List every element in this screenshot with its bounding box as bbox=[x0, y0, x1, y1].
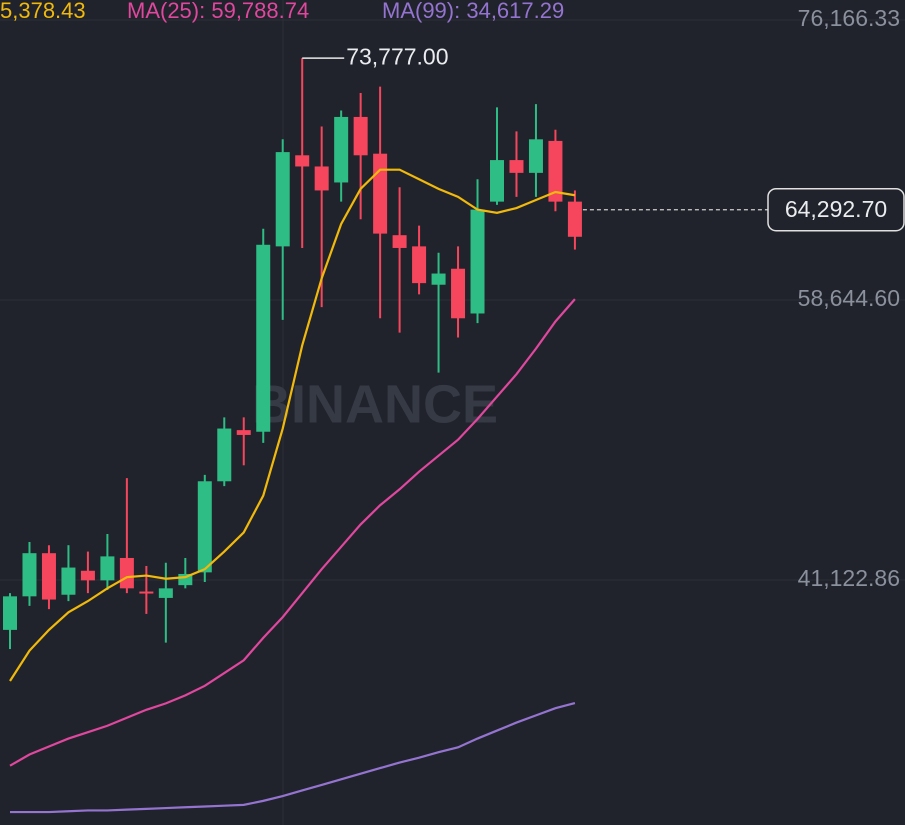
candle-body bbox=[548, 140, 563, 202]
candle-body bbox=[217, 428, 232, 482]
max-label: 73,777.00 bbox=[346, 43, 448, 69]
candle-body bbox=[22, 553, 37, 597]
candle-body bbox=[490, 160, 504, 202]
candle-body bbox=[373, 153, 388, 234]
ma-line bbox=[9, 298, 576, 767]
candle-body bbox=[256, 244, 271, 432]
candle-body bbox=[314, 166, 329, 191]
legend-entry: 5,378.43 bbox=[0, 0, 86, 23]
candle-body bbox=[3, 596, 17, 630]
candle-body bbox=[178, 573, 193, 586]
candle-body bbox=[334, 116, 349, 183]
candle-body bbox=[158, 588, 173, 598]
candle-body bbox=[61, 567, 76, 595]
candle-body bbox=[119, 557, 134, 589]
legend-entry: MA(99): 34,617.29 bbox=[382, 0, 564, 23]
candle-body bbox=[236, 430, 251, 435]
candle-body bbox=[451, 268, 466, 319]
candle-body bbox=[353, 116, 368, 156]
candle-body bbox=[567, 201, 582, 237]
candle-body bbox=[275, 152, 290, 247]
candle-body bbox=[197, 481, 212, 573]
candle-body bbox=[431, 273, 446, 285]
last-price-label: 64,292.70 bbox=[785, 196, 887, 222]
last-price-box bbox=[767, 187, 905, 232]
candle-body bbox=[139, 591, 154, 594]
candle-body bbox=[100, 556, 115, 581]
candle-body bbox=[80, 570, 95, 581]
y-tick-label: 76,166.33 bbox=[798, 5, 900, 31]
y-tick-label: 41,122.86 bbox=[798, 565, 900, 591]
legend-entry: MA(25): 59,788.74 bbox=[127, 0, 309, 23]
candle-body bbox=[509, 160, 524, 173]
candle-body bbox=[528, 139, 543, 173]
candle-body bbox=[295, 155, 310, 167]
candle-body bbox=[470, 209, 485, 314]
ma-line bbox=[10, 702, 576, 814]
candle-body bbox=[412, 246, 427, 284]
candle-body bbox=[41, 553, 56, 600]
y-tick-label: 58,644.60 bbox=[798, 285, 900, 311]
candle-body bbox=[392, 235, 407, 248]
ma-line bbox=[9, 168, 576, 682]
